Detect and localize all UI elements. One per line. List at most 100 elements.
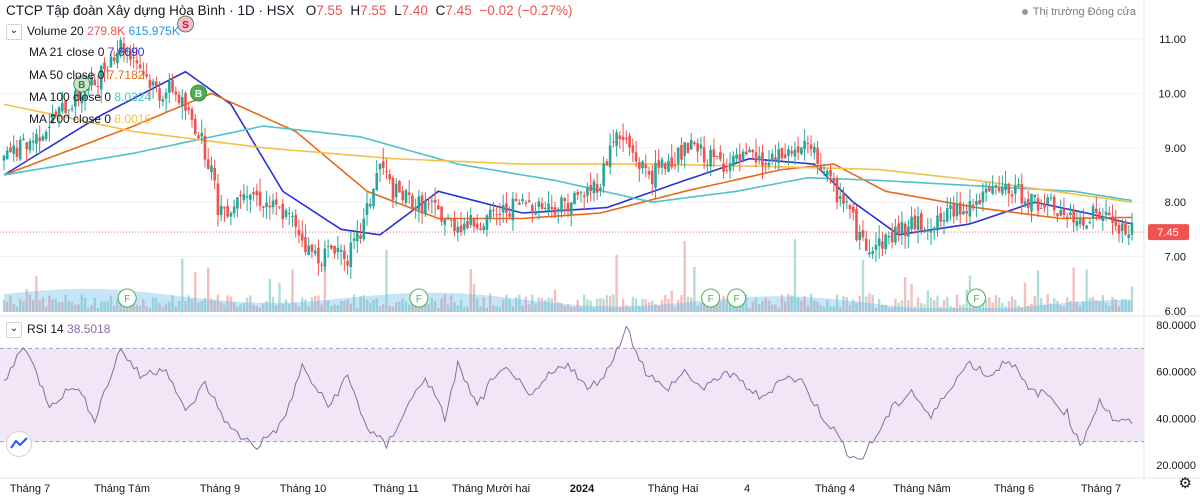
settings-gear-icon[interactable]: ⚙ [1178, 475, 1192, 492]
volume-bar [848, 304, 852, 312]
tradingview-logo-icon[interactable] [6, 431, 32, 457]
candle-body [1095, 208, 1098, 214]
candle-body [417, 196, 421, 210]
signal-marker-label: S [182, 20, 189, 31]
candle-body [359, 235, 362, 239]
candle-body [5, 150, 9, 160]
volume-bar [644, 299, 647, 312]
volume-bar [939, 306, 942, 312]
low-value: 7.40 [401, 3, 428, 18]
candle-body [676, 147, 680, 164]
volume-bar [547, 297, 550, 312]
candle-body [93, 79, 97, 86]
volume-bar [12, 304, 15, 312]
candle-body [492, 209, 495, 211]
candle-body [962, 211, 965, 215]
candle-body [320, 264, 323, 266]
volume-bar [923, 304, 926, 312]
candle-body [673, 164, 677, 167]
volume-bar [518, 294, 521, 312]
candle-body [531, 205, 534, 213]
candle-body [832, 178, 836, 183]
volume-bar [771, 304, 774, 312]
event-marker-label: F [973, 294, 979, 305]
candle-body [952, 204, 956, 217]
candle-body [732, 155, 735, 166]
volume-bar [395, 302, 398, 312]
volume-bar [1085, 269, 1088, 312]
interval-label[interactable]: 1D [237, 3, 255, 18]
volume-bar [265, 301, 268, 312]
last-price-label: 7.45 [1157, 227, 1178, 239]
candle-body [932, 227, 936, 231]
volume-bar [592, 307, 596, 312]
volume-bar [1095, 300, 1098, 312]
signal-marker-icon [177, 15, 194, 33]
legend-ma100[interactable]: MA 100 close 0 8.0324 [29, 90, 151, 104]
candle-body [751, 149, 755, 153]
volume-bar [936, 295, 939, 312]
legend-volume[interactable]: ⌄ Volume 20 279.8K 615.975K [6, 24, 180, 40]
candle-body [816, 147, 819, 164]
candle-body [317, 247, 320, 264]
volume-bar [216, 294, 220, 312]
candle-body [796, 146, 800, 153]
volume-bar [761, 301, 764, 312]
candle-body [177, 94, 181, 104]
candle-body [168, 81, 171, 93]
volume-bar [1056, 300, 1059, 312]
candle-body [430, 200, 434, 202]
volume-bar [281, 303, 284, 312]
legend-rsi[interactable]: ⌄ RSI 14 38.5018 [6, 322, 110, 338]
volume-bar [28, 294, 32, 312]
legend-ma200[interactable]: MA 200 close 0 8.0016 [29, 112, 151, 126]
volume-bar [323, 261, 327, 312]
volume-bar [284, 299, 288, 312]
candle-body [511, 198, 515, 221]
volume-bar [829, 306, 832, 312]
volume-bar [1033, 296, 1036, 312]
volume-bar [524, 296, 528, 312]
volume-bar [356, 307, 359, 312]
candle-body [18, 139, 22, 160]
event-marker-label: F [416, 294, 422, 305]
volume-bar [1088, 297, 1092, 312]
volume-bar [780, 294, 784, 312]
candle-body [663, 163, 667, 170]
candle-body [193, 118, 197, 134]
market-status-label: Thị trường Đóng cửa [1032, 6, 1136, 18]
candle-body [74, 90, 77, 107]
volume-bar [268, 278, 271, 312]
volume-bar [35, 276, 38, 312]
candle-body [916, 216, 920, 230]
volume-bar [1046, 294, 1049, 312]
time-tick-label: Tháng 7 [10, 483, 50, 495]
volume-bar [680, 295, 683, 312]
volume-bar [777, 307, 780, 312]
volume-bar [1007, 301, 1011, 312]
volume-bar [803, 295, 806, 312]
candle-body [372, 188, 375, 207]
legend-ma21[interactable]: MA 21 close 0 7.6090 [29, 45, 144, 59]
volume-bar [1030, 303, 1033, 312]
candle-body [206, 159, 210, 169]
volume-bar [320, 304, 323, 312]
candle-body [28, 140, 32, 151]
candle-body [544, 207, 547, 209]
volume-bar [498, 306, 502, 312]
volume-bar [100, 301, 103, 312]
candle-body [219, 205, 223, 216]
candle-body [615, 132, 618, 147]
collapse-chevron-icon[interactable]: ⌄ [6, 322, 22, 338]
legend-ma50[interactable]: MA 50 close 0 7.7182 [29, 68, 144, 82]
volume-bar [382, 304, 385, 312]
volume-bar [534, 303, 537, 312]
volume-bar [301, 297, 304, 312]
candle-body [757, 155, 761, 160]
symbol-name[interactable]: CTCP Tập đoàn Xây dựng Hòa Bình [6, 3, 226, 18]
volume-bar [965, 289, 968, 312]
candle-body [625, 137, 628, 140]
collapse-chevron-icon[interactable]: ⌄ [6, 24, 22, 40]
volume-bar [236, 306, 239, 312]
